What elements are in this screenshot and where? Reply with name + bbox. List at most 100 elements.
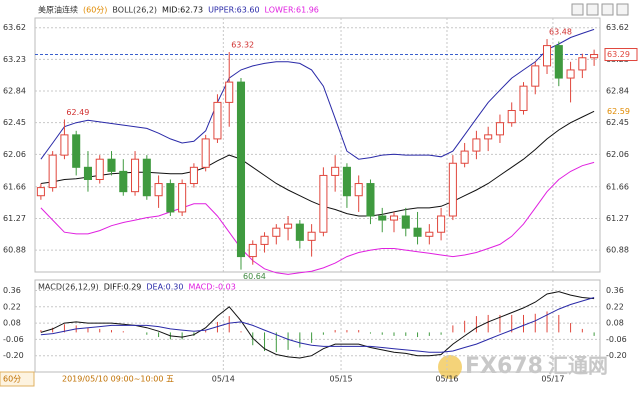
candle-body — [554, 45, 563, 79]
candle-body — [166, 183, 175, 213]
legend-entry: UPPER:63.60 — [208, 6, 259, 15]
x-tick-label: 05/17 — [541, 375, 564, 384]
candle-body — [354, 183, 363, 197]
extreme-label: 62.49 — [66, 108, 89, 117]
y-tick-label: 63.62 — [3, 23, 26, 32]
y-tick-label: 60.88 — [3, 246, 26, 255]
candle-body — [36, 187, 45, 197]
y-tick-label: 62.06 — [3, 150, 26, 159]
candle-body — [578, 57, 587, 71]
candle-body — [437, 215, 446, 233]
candle-body — [401, 215, 410, 229]
macd-frame — [34, 279, 601, 373]
boll-line — [40, 28, 595, 160]
candle-body — [319, 174, 328, 233]
candle-body — [213, 101, 222, 140]
candle-body — [48, 154, 57, 189]
candle-body — [460, 150, 469, 164]
candle-body — [178, 183, 187, 213]
y-tick-label-right: -0.20 — [606, 351, 627, 360]
candle-body — [154, 183, 163, 197]
candle-body — [131, 158, 140, 193]
candle-body — [60, 134, 69, 156]
candle-body — [472, 138, 481, 152]
mid-tag: 62.59 — [607, 107, 630, 116]
y-tick-label: 0.08 — [3, 319, 21, 328]
y-tick-label: -0.06 — [3, 335, 24, 344]
y-tick-label-right: 60.88 — [606, 246, 629, 255]
symbol: 美原油连续 — [38, 5, 78, 15]
y-tick-label-right: 0.36 — [606, 286, 624, 295]
legend-entry: MID:62.73 — [162, 6, 203, 15]
y-tick-label-right: 62.84 — [606, 87, 629, 96]
candle-body — [543, 45, 552, 67]
boll-line — [40, 161, 595, 275]
candle-body — [107, 158, 116, 172]
candle-body — [236, 81, 246, 258]
candle-body — [272, 227, 281, 237]
y-tick-label-right: 63.62 — [606, 23, 629, 32]
period-button-box[interactable] — [0, 371, 35, 387]
candle-body — [201, 138, 210, 168]
price-tag: 63.29 — [607, 50, 630, 59]
candle-body — [295, 223, 304, 241]
candle-body — [531, 65, 540, 87]
candle-body — [248, 243, 257, 258]
period: (60分) — [83, 6, 107, 15]
extreme-label: 60.64 — [243, 272, 266, 281]
price-tag-box — [604, 48, 638, 62]
candle-body — [507, 110, 516, 124]
y-tick-label: -0.20 — [3, 351, 24, 360]
legend-entry: MACD:-0.03 — [188, 283, 235, 292]
period-button[interactable]: 60分 — [3, 375, 21, 384]
candle-body — [189, 166, 198, 185]
y-tick-label-right: 62.06 — [606, 150, 629, 159]
y-tick-label: 61.27 — [3, 214, 26, 223]
extreme-label: 63.48 — [549, 28, 572, 37]
y-tick-label: 63.23 — [3, 55, 26, 64]
extreme-label: 63.32 — [231, 41, 254, 50]
y-tick-label: 0.22 — [3, 302, 21, 311]
candle-body — [425, 231, 434, 237]
x-tick-label: 05/15 — [330, 375, 353, 384]
candle-body — [331, 166, 340, 176]
candle-body — [484, 134, 493, 140]
candle-body — [225, 81, 234, 103]
watermark-cn: 汇通网 — [548, 354, 608, 378]
y-tick-label-right: 61.27 — [606, 214, 629, 223]
candle-body — [260, 235, 269, 245]
zoom-out-button[interactable] — [586, 3, 599, 16]
y-tick-label: 62.84 — [3, 87, 26, 96]
candle-body — [307, 231, 316, 241]
watermark-logo — [438, 355, 462, 379]
candle-body — [590, 54, 599, 59]
legend-entry: DIFF:0.29 — [104, 283, 142, 292]
fullscreen-button[interactable] — [616, 3, 629, 16]
x-tick-label: 05/16 — [435, 375, 458, 384]
y-tick-label-right: -0.06 — [606, 335, 627, 344]
candle-body — [413, 227, 422, 237]
candle-body — [389, 215, 399, 221]
zoom-in-button[interactable] — [571, 3, 584, 16]
candle-body — [342, 166, 351, 197]
candle-body — [495, 122, 504, 136]
candle-body — [142, 158, 151, 197]
candle-body — [72, 134, 81, 168]
candle-body — [566, 69, 575, 79]
candle-body — [519, 85, 528, 112]
settings-button[interactable] — [601, 3, 614, 16]
watermark: FX678 — [465, 354, 543, 379]
y-tick-label-right: 61.66 — [606, 182, 629, 191]
candle-body — [95, 158, 104, 180]
candle-body — [448, 162, 457, 217]
candle-body — [378, 215, 387, 221]
candle-body — [366, 183, 375, 217]
legend-entry: LOWER:61.96 — [265, 6, 319, 15]
toolbar — [571, 3, 629, 16]
y-tick-label-right: 0.22 — [606, 302, 624, 311]
main-frame — [34, 17, 601, 273]
indicator: BOLL(26,2) — [112, 6, 157, 15]
y-tick-label: 61.66 — [3, 182, 26, 191]
